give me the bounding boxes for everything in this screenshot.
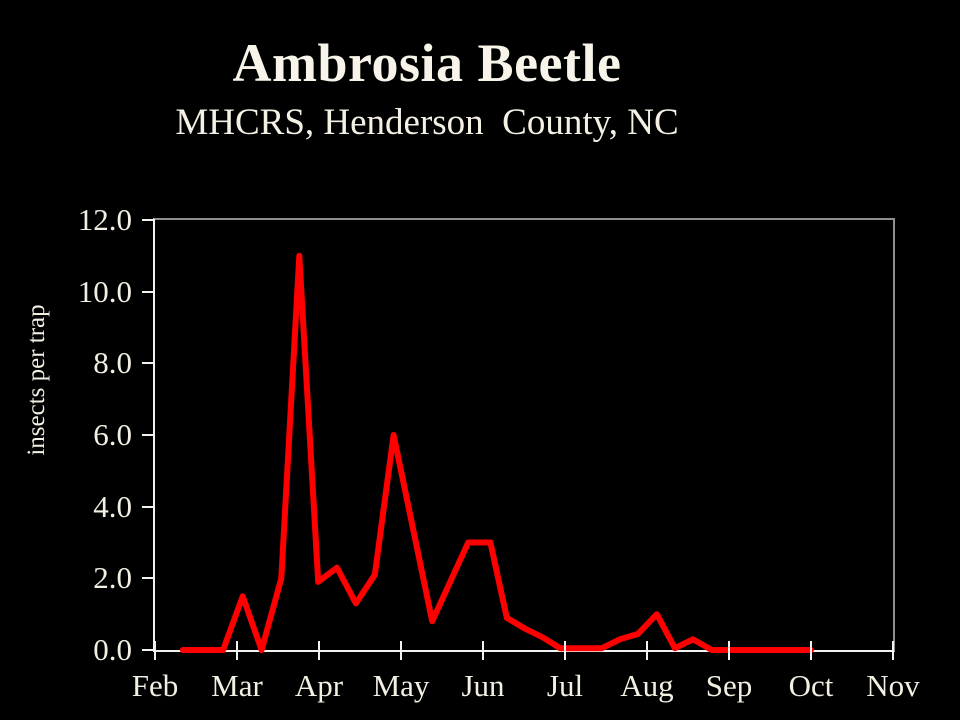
x-axis-tick-label: Aug bbox=[620, 668, 674, 703]
x-axis-tick-label: Oct bbox=[788, 668, 834, 703]
x-axis-tick bbox=[318, 641, 320, 660]
x-axis-tick-label: Jul bbox=[546, 668, 584, 703]
x-axis-tick bbox=[482, 641, 484, 660]
y-axis-tick-label: 4.0 bbox=[93, 488, 132, 524]
x-axis-tick bbox=[728, 641, 730, 660]
x-axis-tick-label: Mar bbox=[211, 668, 263, 703]
x-axis-tick bbox=[154, 641, 156, 660]
x-axis-tick bbox=[400, 641, 402, 660]
x-axis-tick-label: May bbox=[372, 668, 430, 703]
plot-area: 0.0 2.0 4.0 6.0 8.0 10.0 12.0 Feb Mar Apr May Jun Ju… bbox=[78, 202, 920, 703]
x-axis-tick bbox=[564, 641, 566, 660]
y-axis-tick bbox=[142, 219, 155, 221]
y-axis-tick-label: 8.0 bbox=[93, 345, 132, 381]
x-axis-tick-label: Apr bbox=[294, 668, 344, 703]
chart-canvas bbox=[179, 252, 814, 653]
x-axis-tick-label: Nov bbox=[866, 668, 920, 703]
y-axis-tick bbox=[142, 505, 155, 508]
y-axis-title: insects per trap bbox=[23, 304, 50, 456]
beetle-count-line bbox=[179, 252, 814, 653]
x-axis-tick bbox=[810, 641, 812, 660]
title-block: Ambrosia Beetle MHCRS, Henderson County,… bbox=[0, 33, 854, 144]
y-axis-tick bbox=[142, 362, 155, 365]
y-axis-tick-label: 6.0 bbox=[93, 417, 132, 452]
y-axis-tick bbox=[142, 290, 155, 293]
x-axis-tick bbox=[892, 641, 894, 660]
page-subtitle: MHCRS, Henderson County, NC bbox=[175, 102, 679, 144]
y-axis-tick-label: 0.0 bbox=[93, 632, 132, 667]
y-axis-tick-label: 2.0 bbox=[93, 560, 132, 596]
y-axis-tick bbox=[142, 577, 155, 580]
y-axis-tick-label: 10.0 bbox=[77, 273, 132, 309]
x-axis-tick bbox=[236, 641, 238, 660]
x-axis-tick-label: Feb bbox=[131, 668, 179, 703]
y-axis-tick bbox=[142, 649, 155, 651]
x-axis-tick bbox=[646, 641, 648, 660]
page-title: Ambrosia Beetle bbox=[232, 33, 622, 93]
x-axis-tick-label: Sep bbox=[705, 668, 753, 703]
y-axis-tick-label: 12.0 bbox=[77, 202, 132, 237]
x-axis-tick-label: Jun bbox=[461, 668, 505, 703]
y-axis-tick bbox=[142, 434, 155, 436]
